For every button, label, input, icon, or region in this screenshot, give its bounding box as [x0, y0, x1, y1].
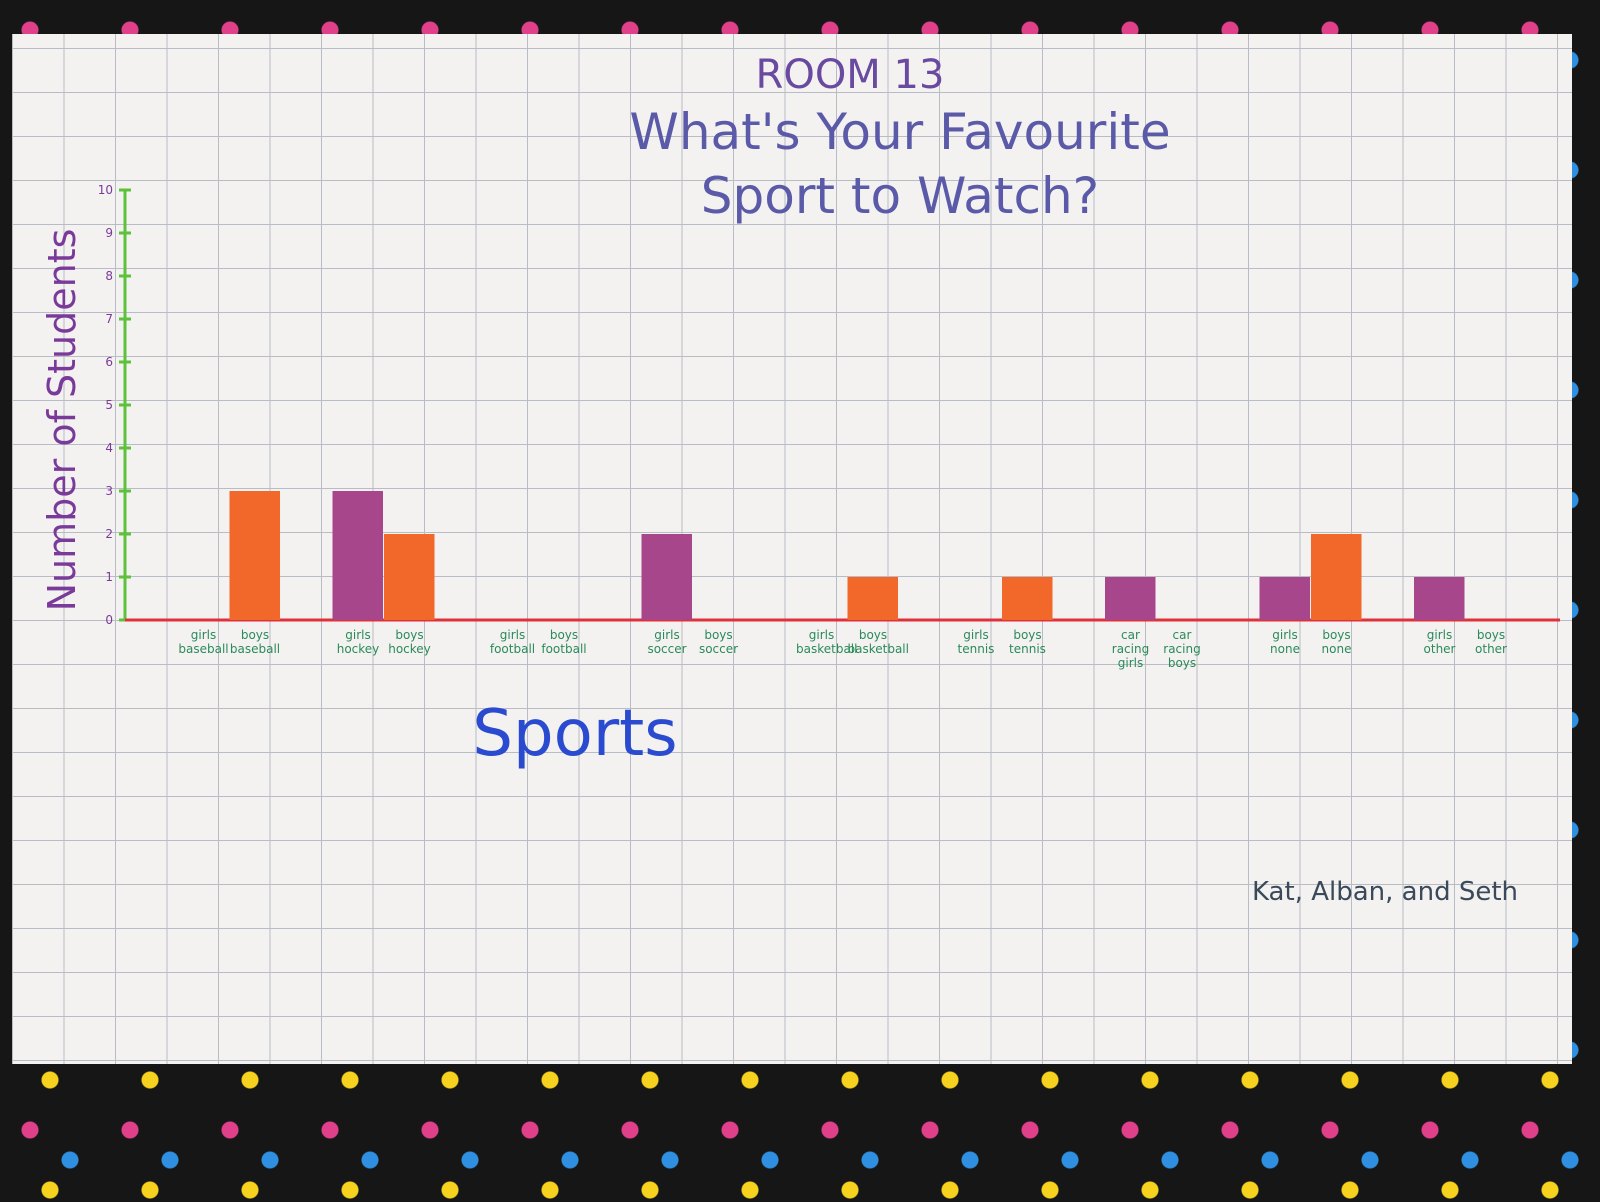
x-tick-label: boys soccer	[698, 628, 739, 656]
y-tick-label: 3	[105, 484, 113, 498]
x-tick-label: girls soccer	[647, 628, 687, 656]
y-tick-label: 5	[105, 398, 113, 412]
x-tick-label: boys basketball	[847, 628, 909, 656]
y-axis-label: Number of Students	[40, 229, 84, 612]
y-tick-label: 2	[105, 527, 113, 541]
x-tick-label: boys football	[541, 628, 587, 656]
y-tick-label: 0	[105, 613, 113, 627]
y-tick-label: 7	[105, 312, 113, 326]
bar	[641, 534, 692, 620]
x-tick-label: boys none	[1321, 628, 1352, 656]
x-tick-label: girls football	[489, 628, 536, 656]
y-tick-label: 8	[105, 269, 113, 283]
x-tick-label: girls hockey	[336, 628, 380, 656]
x-tick-label: boys tennis	[1009, 628, 1046, 656]
bar	[332, 491, 383, 620]
x-tick-label: girls other	[1423, 628, 1456, 656]
bar	[384, 534, 435, 620]
bar	[1259, 577, 1310, 620]
credit: Kat, Alban, and Seth	[1252, 877, 1518, 907]
x-tick-label: boys hockey	[388, 628, 431, 656]
y-tick-label: 4	[105, 441, 113, 455]
chart-title: ROOM 13	[756, 52, 945, 98]
x-tick-label: car racing boys	[1163, 628, 1201, 670]
y-tick-label: 10	[98, 183, 113, 197]
bar	[1414, 577, 1465, 620]
x-tick-label: boys other	[1475, 628, 1507, 656]
subtitle-box: What's Your Favourite Sport to Watch?	[629, 103, 1171, 225]
y-tick-label: 6	[105, 355, 113, 369]
bar	[847, 577, 898, 620]
bar	[1002, 577, 1053, 620]
x-tick-label: car racing girls	[1111, 628, 1150, 670]
y-tick-label: 9	[105, 226, 113, 240]
x-axis-label: Sports	[472, 697, 677, 771]
x-tick-label: girls baseball	[178, 628, 229, 656]
chart-subtitle: What's Your Favourite Sport to Watch?	[629, 103, 1171, 225]
x-tick-label: girls basketball	[796, 628, 858, 656]
bar	[1311, 534, 1362, 620]
x-tick-label: girls none	[1270, 628, 1300, 656]
bar	[1105, 577, 1156, 620]
x-tick-label: girls tennis	[957, 628, 995, 656]
x-tick-label: boys baseball	[229, 628, 281, 656]
y-tick-label: 1	[105, 570, 113, 584]
bar	[229, 491, 280, 620]
